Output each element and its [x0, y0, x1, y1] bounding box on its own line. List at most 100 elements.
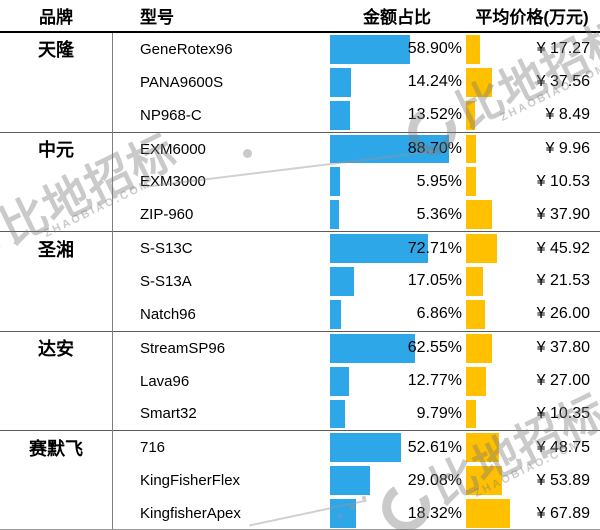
header-model: 型号	[140, 8, 174, 27]
price-value: ¥ 45.92	[536, 239, 590, 257]
brand-group-shengxiang: 圣湘 S-S13C 72.71% ¥ 45.92 S-S13A 17.05% ¥…	[0, 231, 600, 331]
model-name: S-S13A	[140, 272, 192, 290]
table-row: KingfisherApex 18.32% ¥ 67.89	[0, 497, 600, 530]
amount-bar	[330, 399, 345, 429]
brand-label: 赛默飞	[29, 438, 83, 459]
price-value: ¥ 26.00	[536, 305, 590, 323]
price-bar	[466, 333, 493, 363]
model-name: 716	[140, 439, 166, 457]
price-value: ¥ 37.90	[536, 205, 590, 223]
price-bar	[466, 299, 486, 329]
model-name: PANA9600S	[140, 73, 224, 91]
price-value: ¥ 9.96	[545, 140, 590, 158]
price-bar	[466, 134, 476, 164]
amount-value: 88.70%	[407, 140, 462, 158]
amount-bar	[330, 35, 410, 64]
model-name: NP968-C	[140, 106, 202, 124]
table-row: 天隆 GeneRotex96 58.90% ¥ 17.27	[0, 33, 600, 66]
price-value: ¥ 37.56	[536, 73, 590, 91]
table-row: S-S13A 17.05% ¥ 21.53	[0, 265, 600, 298]
price-bar	[466, 100, 475, 130]
price-bar	[466, 366, 486, 396]
price-bar	[466, 499, 510, 528]
amount-value: 17.05%	[407, 272, 462, 290]
table-body: 天隆 GeneRotex96 58.90% ¥ 17.27 PANA9600S …	[0, 33, 600, 530]
table-row: NP968-C 13.52% ¥ 8.49	[0, 99, 600, 132]
column-divider	[112, 33, 114, 530]
model-name: Lava96	[140, 372, 190, 390]
price-bar	[466, 200, 493, 230]
amount-bar	[330, 366, 349, 396]
amount-bar	[330, 299, 341, 329]
amount-value: 5.36%	[416, 205, 462, 223]
price-value: ¥ 10.35	[536, 404, 590, 422]
model-name: EXM3000	[140, 173, 206, 191]
price-bar	[466, 167, 477, 197]
amount-bar	[330, 433, 402, 463]
table-row: 达安 StreamSP96 62.55% ¥ 37.80	[0, 332, 600, 365]
amount-value: 6.86%	[416, 305, 462, 323]
amount-bar	[330, 167, 340, 197]
table-row: ZIP-960 5.36% ¥ 37.90	[0, 198, 600, 231]
amount-bar	[330, 333, 415, 363]
model-name: StreamSP96	[140, 339, 226, 357]
model-name: KingFisherFlex	[140, 472, 241, 490]
brand-label: 中元	[38, 140, 74, 161]
amount-value: 58.90%	[407, 40, 462, 58]
header-average-price: 平均价格(万元)	[475, 8, 589, 27]
price-value: ¥ 10.53	[536, 172, 590, 190]
price-value: ¥ 48.75	[536, 438, 590, 456]
amount-bar	[330, 67, 351, 97]
brand-group-zhongyuan: 中元 EXM6000 88.70% ¥ 9.96 EXM3000 5.95% ¥…	[0, 131, 600, 232]
price-value: ¥ 8.49	[545, 106, 590, 124]
amount-value: 72.71%	[407, 239, 462, 257]
amount-bar	[330, 234, 428, 264]
amount-value: 52.61%	[407, 438, 462, 456]
price-bar	[466, 35, 481, 64]
model-name: ZIP-960	[140, 206, 194, 224]
brand-group-tianlong: 天隆 GeneRotex96 58.90% ¥ 17.27 PANA9600S …	[0, 33, 600, 132]
amount-bar	[330, 100, 350, 130]
model-name: KingfisherApex	[140, 505, 241, 523]
brand-label: 达安	[38, 339, 74, 360]
price-bar	[466, 399, 477, 429]
table-header: 品牌 型号 金额占比 平均价格(万元)	[0, 0, 600, 33]
price-value: ¥ 37.80	[536, 339, 590, 357]
amount-value: 9.79%	[416, 404, 462, 422]
amount-bar	[330, 267, 355, 296]
price-value: ¥ 53.89	[536, 471, 590, 489]
amount-value: 29.08%	[407, 471, 462, 489]
price-bar	[466, 267, 483, 296]
header-brand: 品牌	[39, 8, 73, 27]
price-bar	[466, 466, 502, 496]
price-value: ¥ 17.27	[536, 40, 590, 58]
amount-bar	[330, 499, 357, 528]
price-bar	[466, 234, 498, 264]
brand-group-daan: 达安 StreamSP96 62.55% ¥ 37.80 Lava96 12.7…	[0, 330, 600, 431]
amount-value: 62.55%	[407, 339, 462, 357]
brand-label: 圣湘	[38, 239, 74, 260]
table-row: 中元 EXM6000 88.70% ¥ 9.96	[0, 133, 600, 166]
header-amount-share: 金额占比	[363, 8, 431, 27]
table-row: 圣湘 S-S13C 72.71% ¥ 45.92	[0, 232, 600, 265]
table-row: PANA9600S 14.24% ¥ 37.56	[0, 66, 600, 99]
amount-bar	[330, 134, 449, 164]
table-row: Smart32 9.79% ¥ 10.35	[0, 398, 600, 431]
brand-label: 天隆	[38, 40, 74, 61]
price-value: ¥ 67.89	[536, 504, 590, 522]
table-row: EXM3000 5.95% ¥ 10.53	[0, 165, 600, 198]
amount-value: 18.32%	[407, 504, 462, 522]
price-value: ¥ 27.00	[536, 372, 590, 390]
amount-value: 5.95%	[416, 172, 462, 190]
amount-value: 12.77%	[407, 372, 462, 390]
model-name: EXM6000	[140, 140, 206, 158]
amount-value: 14.24%	[407, 73, 462, 91]
model-name: GeneRotex96	[140, 40, 233, 58]
model-name: Natch96	[140, 305, 196, 323]
amount-bar	[330, 200, 339, 230]
price-bar	[466, 67, 493, 97]
model-name: Smart32	[140, 405, 197, 423]
table-row: KingFisherFlex 29.08% ¥ 53.89	[0, 464, 600, 497]
table-row: Natch96 6.86% ¥ 26.00	[0, 298, 600, 331]
